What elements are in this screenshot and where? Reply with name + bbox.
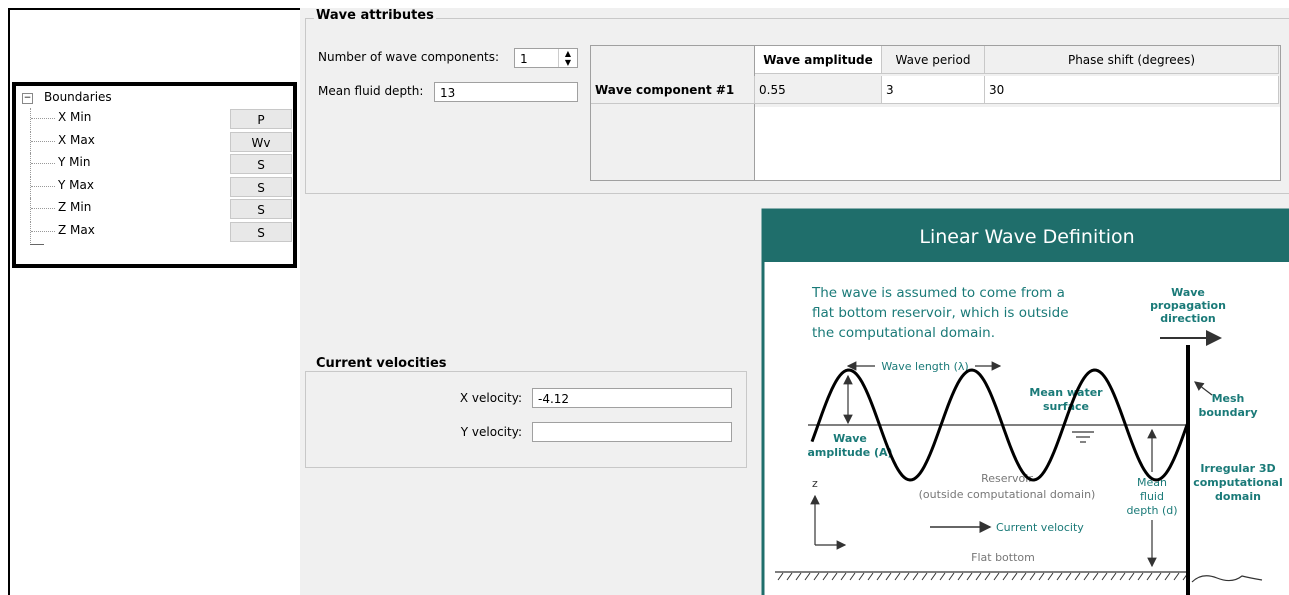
irregular-label: Irregular 3D [1200,462,1275,475]
tree-connector [31,230,55,233]
amplitude-label: amplitude (A) [807,446,892,459]
depth-label: Mean fluid depth: [318,84,424,98]
tree-connector [30,153,32,175]
tree-connector [31,140,55,143]
propagation-label: Wave [1171,286,1205,299]
wave-group [305,18,1289,194]
frame-left [8,8,10,595]
table-cell[interactable]: 3 [882,76,985,104]
current-label: Current velocity [996,521,1084,534]
mean-surface-label: Mean water [1029,386,1103,399]
boundary-button[interactable]: S [230,176,292,197]
reservoir-label: (outside computational domain) [919,488,1096,501]
tree-item[interactable]: Z Min [58,200,92,214]
diagram-lines [775,330,1263,583]
reservoir-label: Reservoir [981,472,1033,485]
components-spinbox[interactable]: 1 [514,48,578,68]
propagation-label: direction [1160,312,1215,325]
tree-connector [30,108,32,130]
intro-line: flat bottom reservoir, which is outside [812,305,1069,321]
current-group-title: Current velocities [314,356,449,371]
depth-label: depth (d) [1126,504,1177,517]
depth-label: fluid [1140,490,1164,503]
tree-item[interactable]: X Min [58,110,92,124]
irregular-label: computational [1193,476,1283,489]
tree-item[interactable]: Y Max [58,177,94,192]
figure-frame [761,208,1289,595]
mean-surface-label: surface [1043,400,1089,413]
mesh-label: boundary [1199,406,1258,419]
boundary-button[interactable]: S [230,154,292,174]
intro-line: The wave is assumed to come from a [811,285,1065,301]
amplitude-label: Wave [833,432,867,445]
wave-length-label: Wave length (λ) [881,360,968,373]
boundary-button[interactable]: S [230,199,292,219]
bottom-hatch [777,572,1189,581]
wave-table: Wave amplitude Wave period Phase shift (de… [590,45,1281,181]
column-header[interactable]: Wave period [882,46,985,74]
figure-title: Linear Wave Definition [919,226,1134,248]
table-cell[interactable]: 0.55 [755,76,882,104]
wave-curve [810,368,1190,482]
irregular-label: domain [1215,490,1261,503]
tree-item[interactable]: X Max [58,132,95,147]
spin-arrows[interactable]: ▲ ▼ [558,49,577,67]
depth-input[interactable]: 13 [434,82,578,102]
y-velocity-input[interactable] [532,422,732,442]
tree-root[interactable]: Boundaries [44,90,112,104]
components-label: Number of wave components: [318,50,500,64]
figure-title-bar [763,210,1289,262]
x-velocity-label: X velocity: [459,391,522,405]
boundary-button[interactable]: P [230,109,292,129]
tree-connector [30,198,32,220]
tree-connector [31,208,55,210]
tree-item[interactable]: Z Max [58,222,95,237]
table-empty-area [754,107,1280,180]
tree-item[interactable]: Y Min [58,155,91,169]
bottom-label: Flat bottom [971,551,1035,564]
tree-connector [31,163,55,165]
boundary-button[interactable]: S [230,221,292,242]
tree-connector [30,220,32,243]
tree-connector [30,175,32,198]
z-label: z [812,477,818,490]
column-header[interactable]: Phase shift (degrees) [985,46,1279,74]
tree-connector [31,185,55,188]
intro-line: the computational domain. [812,325,995,341]
propagation-label: propagation [1150,299,1226,312]
tree-connector [30,130,32,153]
intro-text: The wave is assumed to come from a flat … [811,285,1069,341]
boundary-button[interactable]: Wv [230,131,292,152]
tree-connector [31,118,55,120]
collapse-toggle[interactable]: − [22,93,33,104]
current-group [305,371,747,468]
row-header[interactable]: Wave component #1 [591,76,755,104]
tree-stub [30,244,44,245]
mesh-label: Mesh [1212,392,1245,405]
tree-box [12,82,297,268]
table-cell[interactable]: 30 [985,76,1279,104]
y-velocity-label: Y velocity: [460,425,522,439]
x-velocity-input[interactable]: -4.12 [532,388,732,408]
wave-group-title: Wave attributes [314,8,436,23]
header-divider [754,46,755,180]
column-header[interactable]: Wave amplitude [755,46,882,74]
